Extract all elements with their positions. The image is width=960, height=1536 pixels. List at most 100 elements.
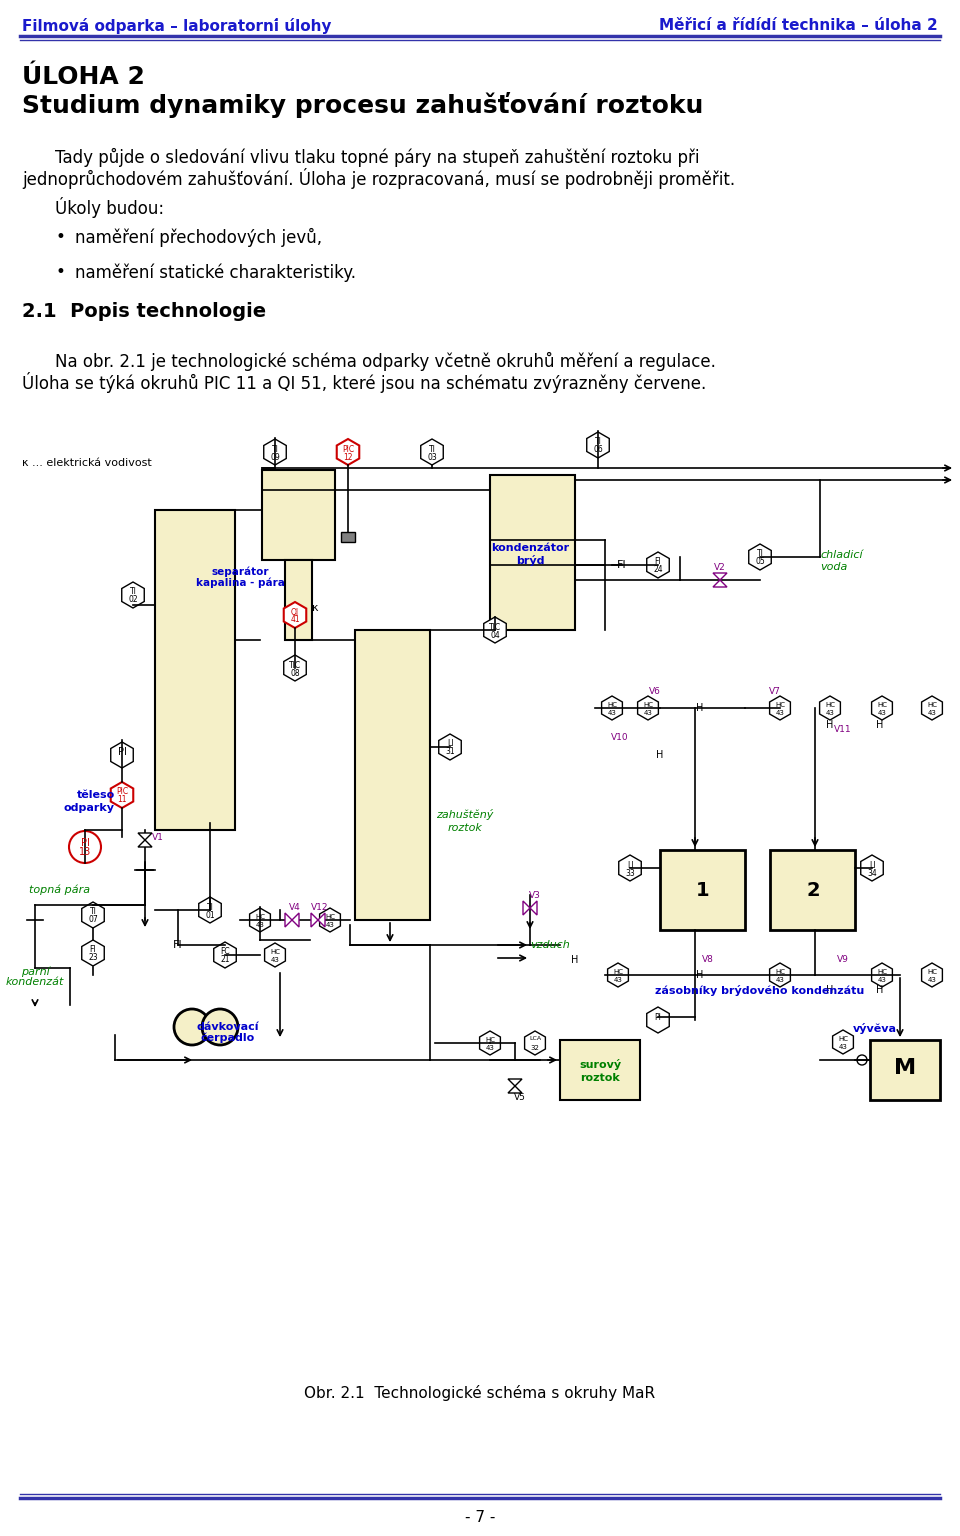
Text: PI: PI <box>117 746 127 757</box>
Text: 13: 13 <box>79 846 91 857</box>
Text: H: H <box>876 985 884 995</box>
Polygon shape <box>122 582 144 608</box>
Bar <box>660 849 745 929</box>
Text: 05: 05 <box>756 558 765 567</box>
Polygon shape <box>619 856 641 882</box>
Text: Filmová odparka – laboratorní úlohy: Filmová odparka – laboratorní úlohy <box>22 18 331 34</box>
Text: - 7 -: - 7 - <box>465 1510 495 1525</box>
Text: 31: 31 <box>445 748 455 757</box>
Text: HC: HC <box>927 702 937 708</box>
Text: TI: TI <box>428 444 436 453</box>
Polygon shape <box>820 696 840 720</box>
Polygon shape <box>647 1008 669 1034</box>
Text: 43: 43 <box>776 977 784 983</box>
Polygon shape <box>872 963 893 988</box>
Polygon shape <box>647 551 669 578</box>
Text: kapalina - pára: kapalina - pára <box>196 578 284 588</box>
Text: naměření statické charakteristiky.: naměření statické charakteristiky. <box>75 263 356 281</box>
Polygon shape <box>138 840 152 846</box>
Text: FI: FI <box>617 561 627 570</box>
Text: roztok: roztok <box>580 1074 620 1083</box>
Text: TI: TI <box>272 444 278 453</box>
Polygon shape <box>602 696 622 720</box>
Text: roztok: roztok <box>447 823 483 833</box>
Polygon shape <box>861 856 883 882</box>
Text: κ: κ <box>312 604 319 613</box>
Polygon shape <box>749 544 771 570</box>
Text: 23: 23 <box>88 954 98 963</box>
Text: V4: V4 <box>289 903 300 911</box>
Text: parní: parní <box>20 966 49 977</box>
Text: 2.1  Popis technologie: 2.1 Popis technologie <box>22 303 266 321</box>
Text: HC: HC <box>775 702 785 708</box>
Text: HC: HC <box>613 969 623 975</box>
Text: 33: 33 <box>625 868 635 877</box>
Text: V6: V6 <box>649 688 660 696</box>
Text: V1: V1 <box>152 833 164 842</box>
Text: LI: LI <box>446 739 453 748</box>
Text: V7: V7 <box>769 688 780 696</box>
Polygon shape <box>713 573 727 581</box>
Polygon shape <box>524 1031 545 1055</box>
Polygon shape <box>337 439 359 465</box>
Text: M: M <box>894 1058 916 1078</box>
Text: 43: 43 <box>486 1044 494 1051</box>
Bar <box>285 561 312 641</box>
Text: V9: V9 <box>837 955 849 965</box>
Text: HC: HC <box>325 914 335 920</box>
Text: TI: TI <box>130 587 136 596</box>
Circle shape <box>202 1009 238 1044</box>
Text: voda: voda <box>820 562 848 571</box>
Polygon shape <box>250 908 271 932</box>
Polygon shape <box>770 696 790 720</box>
Text: jednoprůchodovém zahušťování. Úloha je rozpracovaná, musí se podrobněji proměřit: jednoprůchodovém zahušťování. Úloha je r… <box>22 167 735 189</box>
Text: 34: 34 <box>867 868 876 877</box>
Text: surový: surový <box>579 1060 621 1071</box>
Text: vzduch: vzduch <box>530 940 570 949</box>
Text: 11: 11 <box>117 796 127 805</box>
Text: 43: 43 <box>839 1044 848 1051</box>
Polygon shape <box>922 696 943 720</box>
Text: 43: 43 <box>325 922 334 928</box>
Text: těleso: těleso <box>77 790 115 800</box>
Text: LI: LI <box>869 860 876 869</box>
Polygon shape <box>420 439 444 465</box>
Text: 41: 41 <box>290 616 300 625</box>
Polygon shape <box>508 1086 522 1094</box>
Text: 2: 2 <box>806 880 820 900</box>
Polygon shape <box>713 581 727 587</box>
Text: TI: TI <box>594 438 601 447</box>
Text: 43: 43 <box>927 977 936 983</box>
Text: HC: HC <box>643 702 653 708</box>
Text: čerpadlo: čerpadlo <box>201 1032 255 1043</box>
Polygon shape <box>530 902 537 915</box>
Polygon shape <box>608 963 629 988</box>
Polygon shape <box>82 902 105 928</box>
Text: PI: PI <box>81 839 89 848</box>
Text: H: H <box>657 750 663 760</box>
Text: H: H <box>696 703 704 713</box>
Polygon shape <box>292 912 299 928</box>
Text: FI: FI <box>89 946 96 954</box>
Text: H: H <box>827 985 833 995</box>
Polygon shape <box>922 963 943 988</box>
Text: HC: HC <box>270 949 280 955</box>
Text: chladicí: chladicí <box>820 550 863 561</box>
Text: Úkoly budou:: Úkoly budou: <box>55 197 164 218</box>
Text: TIC: TIC <box>289 660 301 670</box>
Bar <box>355 630 430 920</box>
Polygon shape <box>284 654 306 680</box>
Polygon shape <box>832 1031 853 1054</box>
Text: 43: 43 <box>927 710 936 716</box>
Circle shape <box>174 1009 210 1044</box>
Text: V11: V11 <box>834 725 852 734</box>
Polygon shape <box>284 602 306 628</box>
Text: zásobníky brýdového kondenzátu: zásobníky brýdového kondenzátu <box>656 985 865 995</box>
Text: HC: HC <box>607 702 617 708</box>
Text: LI: LI <box>627 860 634 869</box>
Text: 43: 43 <box>613 977 622 983</box>
Text: 01: 01 <box>205 911 215 920</box>
Text: 07: 07 <box>88 915 98 925</box>
Text: TIC: TIC <box>489 622 501 631</box>
Polygon shape <box>138 833 152 840</box>
